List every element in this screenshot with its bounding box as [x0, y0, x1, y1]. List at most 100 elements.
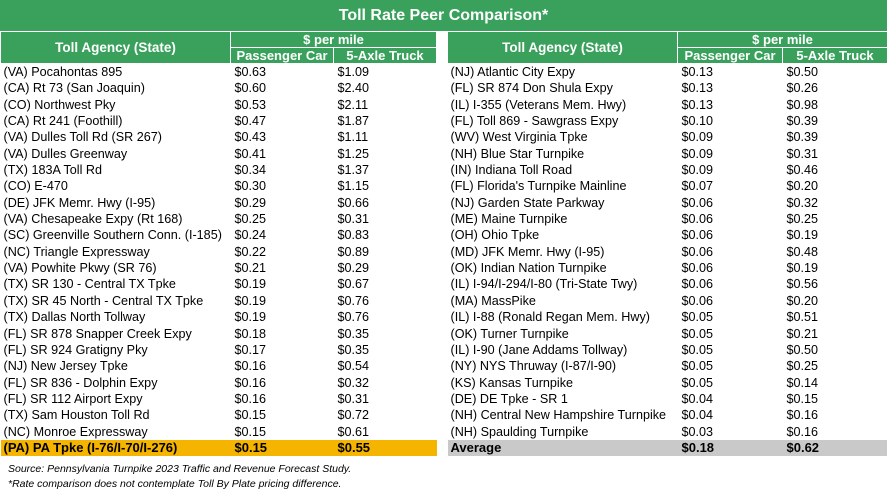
truck-rate-cell: $0.55 [333, 439, 437, 457]
car-rate-cell: $0.06 [681, 261, 714, 276]
table-row: (NJ) New Jersey Tpke $0.16 $0.54 [1, 358, 437, 374]
table-row: (IL) I-355 (Veterans Mem. Hwy) $0.13 $0.98 [448, 97, 887, 113]
car-rate-cell: $0.05 [681, 359, 714, 374]
truck-rate-cell: $0.39 [786, 114, 819, 129]
agency-cell: (IN) Indiana Toll Road [450, 163, 573, 178]
truck-rate-cell: $0.83 [337, 228, 370, 243]
truck-rate-cell: $1.11 [337, 130, 369, 145]
agency-cell: (IL) I-94/I-294/I-80 (Tri-State Twy) [450, 277, 638, 292]
car-rate-cell: $0.07 [681, 179, 714, 194]
table-row: (TX) SR 130 - Central TX Tpke $0.19 $0.67 [1, 276, 437, 292]
agency-cell: (CA) Rt 73 (San Joaquin) [3, 81, 145, 96]
car-rate-cell: $0.13 [681, 81, 714, 96]
table-row: (MA) MassPike $0.06 $0.20 [448, 293, 887, 309]
agency-cell: (IL) I-88 (Ronald Regan Mem. Hwy) [450, 310, 650, 325]
car-rate-cell: $0.10 [681, 114, 714, 129]
truck-rate-cell: $0.16 [786, 424, 819, 439]
table-row: (FL) SR 836 - Dolphin Expy $0.16 $0.32 [1, 375, 437, 391]
car-rate-cell: $0.04 [681, 408, 714, 423]
car-rate-cell: $0.06 [681, 228, 714, 243]
table-row: (FL) SR 874 Don Shula Expy $0.13 $0.26 [448, 80, 887, 96]
table-row: (WV) West Virginia Tpke $0.09 $0.39 [448, 129, 887, 145]
table-row: (OK) Turner Turnpike $0.05 $0.21 [448, 326, 887, 342]
agency-cell: (NJ) Atlantic City Expy [450, 65, 576, 79]
truck-rate-cell: $0.29 [337, 261, 370, 276]
table-row: (NC) Triangle Expressway $0.22 $0.89 [1, 244, 437, 260]
table-row: (FL) SR 878 Snapper Creek Expy $0.18 $0.35 [1, 326, 437, 342]
agency-cell: (DE) DE Tpke - SR 1 [450, 391, 568, 406]
truck-rate-cell: $0.35 [337, 342, 370, 357]
car-rate-cell: $0.63 [234, 65, 267, 79]
truck-rate-cell: $0.16 [786, 408, 819, 423]
agency-cell: (TX) SR 45 North - Central TX Tpke [3, 293, 204, 308]
table-row: (OK) Indian Nation Turnpike $0.06 $0.19 [448, 260, 887, 276]
agency-cell: (CA) Rt 241 (Foothill) [3, 114, 123, 129]
agency-column-header: Toll Agency (State) [447, 31, 678, 64]
truck-rate-cell: $0.32 [337, 375, 370, 390]
agency-cell: (WV) West Virginia Tpke [450, 130, 588, 145]
truck-rate-cell: $1.87 [337, 114, 370, 129]
table-row: (FL) SR 112 Airport Expy $0.16 $0.31 [1, 391, 437, 407]
truck-rate-cell: $1.15 [337, 179, 370, 194]
table-row: (NY) NYS Thruway (I-87/I-90) $0.05 $0.25 [448, 358, 887, 374]
truck-rate-cell: $1.37 [337, 163, 370, 178]
car-rate-cell: $0.15 [234, 424, 267, 439]
agency-cell: (NH) Spaulding Turnpike [450, 424, 589, 439]
truck-rate-cell: $0.67 [337, 277, 370, 292]
agency-cell: (NH) Central New Hampshire Turnpike [450, 408, 667, 423]
truck-rate-cell: $0.25 [786, 359, 819, 374]
agency-cell: (VA) Dulles Toll Rd (SR 267) [3, 130, 162, 145]
truck-rate-cell: $0.19 [786, 261, 819, 276]
agency-cell: (FL) SR 874 Don Shula Expy [450, 81, 613, 96]
car-rate-cell: $0.60 [234, 81, 267, 96]
agency-cell: (VA) Pocahontas 895 [3, 65, 123, 79]
car-rate-cell: $0.41 [234, 146, 267, 161]
car-rate-cell: $0.05 [681, 310, 714, 325]
car-rate-cell: $0.05 [681, 375, 714, 390]
table-row: (TX) 183A Toll Rd $0.34 $1.37 [1, 162, 437, 178]
source-note: Source: Pennsylvania Turnpike 2023 Traff… [8, 463, 352, 475]
agency-cell: (TX) Sam Houston Toll Rd [3, 408, 150, 423]
car-rate-cell: $0.06 [681, 277, 714, 292]
agency-cell: (PA) PA Tpke (I-76/I-70/I-276) [0, 439, 231, 457]
car-rate-cell: $0.06 [681, 244, 714, 259]
car-rate-cell: $0.06 [681, 293, 714, 308]
truck-rate-cell: $0.26 [786, 81, 819, 96]
rate-footnote: *Rate comparison does not contemplate To… [8, 478, 342, 490]
truck-rate-cell: $0.50 [786, 342, 819, 357]
per-mile-header: $ per mile [676, 31, 887, 48]
truck-rate-cell: $0.51 [786, 310, 819, 325]
car-rate-cell: $0.34 [234, 163, 267, 178]
car-rate-cell: $0.03 [681, 424, 714, 439]
car-rate-cell: $0.19 [234, 310, 267, 325]
agency-cell: (VA) Chesapeake Expy (Rt 168) [3, 212, 183, 227]
table-row: (NC) Monroe Expressway $0.15 $0.61 [1, 424, 437, 440]
agency-cell: (FL) SR 924 Gratigny Pky [3, 342, 148, 357]
agency-cell: (DE) JFK Memr. Hwy (I-95) [3, 195, 156, 210]
truck-rate-cell: $2.11 [337, 97, 369, 112]
table-row: (FL) SR 924 Gratigny Pky $0.17 $0.35 [1, 342, 437, 358]
car-rate-cell: $0.15 [230, 439, 334, 457]
truck-rate-cell: $0.20 [786, 179, 819, 194]
agency-cell: (FL) Florida's Turnpike Mainline [450, 179, 627, 194]
table-row: (FL) Toll 869 - Sawgrass Expy $0.10 $0.39 [448, 113, 887, 129]
table-row: (NH) Spaulding Turnpike $0.03 $0.16 [448, 424, 887, 440]
car-rate-cell: $0.13 [681, 97, 714, 112]
truck-rate-cell: $0.31 [337, 212, 370, 227]
truck-rate-cell: $0.14 [786, 375, 819, 390]
car-rate-cell: $0.22 [234, 244, 267, 259]
table-row: (ME) Maine Turnpike $0.06 $0.25 [448, 211, 887, 227]
truck-rate-cell: $0.98 [786, 97, 819, 112]
truck-rate-cell: $0.61 [337, 424, 370, 439]
truck-rate-cell: $1.09 [337, 65, 370, 79]
table-row: (IL) I-90 (Jane Addams Tollway) $0.05 $0.5… [448, 342, 887, 358]
truck-rate-cell: $0.39 [786, 130, 819, 145]
per-mile-header: $ per mile [229, 31, 438, 48]
table-row: (VA) Dulles Greenway $0.41 $1.25 [1, 146, 437, 162]
car-rate-cell: $0.16 [234, 375, 267, 390]
truck-rate-cell: $0.76 [337, 293, 370, 308]
table-row: (OH) Ohio Tpke $0.06 $0.19 [448, 227, 887, 243]
agency-cell: (CO) E-470 [3, 179, 68, 194]
agency-cell: (FL) SR 878 Snapper Creek Expy [3, 326, 192, 341]
truck-rate-cell: $0.35 [337, 326, 370, 341]
